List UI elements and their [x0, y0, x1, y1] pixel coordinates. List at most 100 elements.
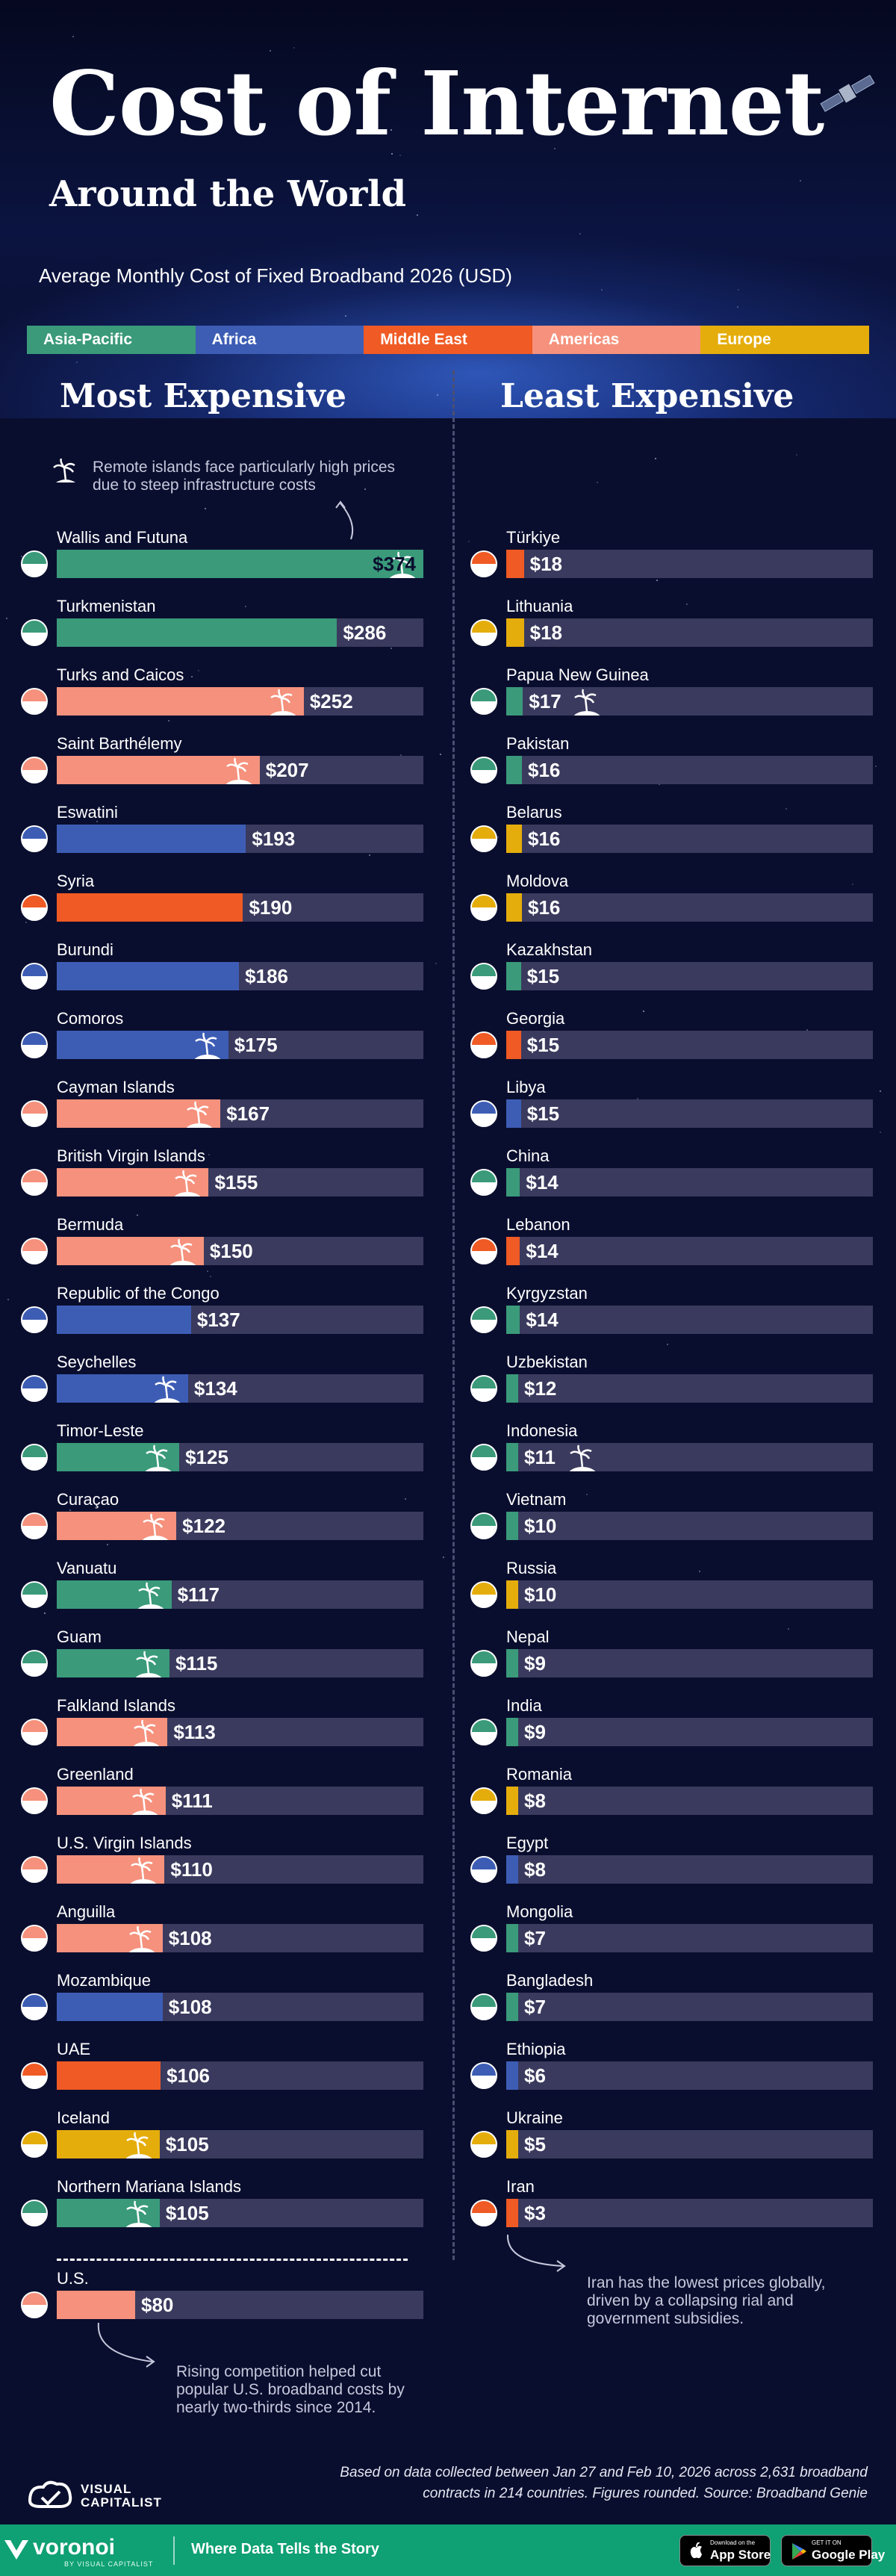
- bar-track: $16: [506, 825, 873, 853]
- country-name: Syria: [57, 872, 95, 890]
- country-flag-icon: [21, 1512, 48, 1539]
- country-name: India: [506, 1696, 542, 1715]
- star: [438, 89, 440, 90]
- country-name: Turkmenistan: [57, 597, 156, 615]
- source-line-1: Based on data collected between Jan 27 a…: [340, 2465, 868, 2480]
- bar: [57, 1924, 163, 1952]
- value-label: $252: [309, 690, 353, 713]
- country-flag-icon: [21, 757, 48, 783]
- bar-track: $15: [506, 1099, 873, 1128]
- bar: [506, 618, 524, 647]
- star: [21, 556, 22, 557]
- footer-separator: [173, 2536, 175, 2565]
- star: [73, 117, 75, 119]
- country-flag-icon: [21, 1856, 48, 1883]
- palm-tree-island-icon: [140, 1443, 175, 1471]
- star: [788, 1628, 789, 1630]
- bar: [506, 1031, 521, 1059]
- country-name: Seychelles: [57, 1353, 137, 1371]
- country-flag-icon: [470, 1993, 497, 2020]
- palm-tree-island-icon: [121, 2199, 155, 2227]
- country-flag-icon: [470, 2062, 497, 2089]
- star: [75, 280, 77, 282]
- country-flag-icon: [21, 894, 48, 921]
- value-label: $110: [170, 1858, 213, 1881]
- country-flag-icon: [21, 1787, 48, 1814]
- value-label: $6: [524, 2064, 546, 2087]
- value-label: $8: [524, 1790, 546, 1812]
- value-label: $137: [196, 1309, 240, 1331]
- bar: [506, 1099, 521, 1128]
- value-label: $80: [141, 2294, 174, 2316]
- star: [306, 398, 308, 400]
- palm-tree-island-icon: [169, 1168, 204, 1197]
- country-flag-icon: [470, 1031, 497, 1058]
- star: [796, 454, 797, 456]
- palm-tree-island-icon: [385, 550, 419, 578]
- bar-track: $175: [57, 1031, 423, 1059]
- star: [880, 1090, 881, 1092]
- bar: [57, 1580, 172, 1609]
- bar: [57, 2130, 160, 2158]
- legend-item: Americas: [532, 326, 701, 354]
- star: [800, 180, 801, 181]
- bar: [506, 1306, 520, 1334]
- bar-track: $374: [57, 550, 423, 578]
- country-name: Mongolia: [506, 1902, 573, 1921]
- bar: [57, 2199, 160, 2227]
- country-name: Vietnam: [506, 1490, 567, 1509]
- country-flag-icon: [470, 963, 497, 990]
- country-name: Ukraine: [506, 2108, 563, 2127]
- country-name: Uzbekistan: [506, 1353, 588, 1371]
- value-label: $155: [214, 1171, 258, 1194]
- value-label: $15: [526, 965, 560, 987]
- bar: [506, 550, 524, 578]
- country-name: Nepal: [506, 1627, 550, 1646]
- country-name: Anguilla: [57, 1902, 116, 1921]
- google-play-button[interactable]: GET IT ON Google Play: [781, 2535, 885, 2566]
- bar-track: $108: [57, 1924, 423, 1952]
- country-name: Guam: [57, 1627, 102, 1646]
- palm-tree-island-icon: [564, 1443, 599, 1471]
- star: [399, 155, 401, 156]
- country-name: Republic of the Congo: [57, 1284, 220, 1303]
- bar: [506, 1855, 518, 1884]
- country-flag-icon: [21, 1031, 48, 1058]
- country-flag-icon: [470, 1169, 497, 1196]
- bar: [506, 2130, 518, 2158]
- star: [207, 1270, 208, 1272]
- country-name: Kyrgyzstan: [506, 1284, 588, 1303]
- country-flag-icon: [21, 825, 48, 852]
- bar: [506, 1443, 518, 1471]
- star: [400, 754, 402, 756]
- bar: [506, 1512, 518, 1540]
- bar-track: $6: [506, 2061, 873, 2090]
- app-store-button[interactable]: Download on the App Store: [679, 2535, 771, 2566]
- bar-track: $106: [57, 2061, 423, 2090]
- bar-track: $190: [57, 893, 423, 922]
- bar: [506, 1718, 518, 1746]
- bar: [506, 1168, 520, 1197]
- star: [637, 1098, 638, 1099]
- bar: [57, 1718, 168, 1746]
- star: [205, 508, 206, 509]
- value-label: $111: [171, 1790, 213, 1812]
- country-name: Lebanon: [506, 1215, 570, 1234]
- country-flag-icon: [21, 1375, 48, 1402]
- footer-bar: voronoi BY VISUAL CAPITALIST Where Data …: [0, 2524, 896, 2576]
- bar-track: $108: [57, 1993, 423, 2021]
- star: [76, 361, 78, 363]
- value-label: $14: [526, 1240, 559, 1262]
- country-name: Wallis and Futuna: [57, 528, 188, 547]
- star: [875, 766, 877, 767]
- palm-tree-island-icon: [149, 1374, 184, 1403]
- bar-track: $105: [57, 2130, 423, 2158]
- star: [245, 606, 246, 607]
- voronoi-wordmark: voronoi: [33, 2535, 115, 2560]
- us-separator: [57, 2259, 408, 2261]
- legend-item: Africa: [195, 326, 364, 354]
- value-label: $18: [529, 553, 563, 575]
- value-label: $150: [209, 1240, 253, 1262]
- brand-line-2: CAPITALIST: [81, 2495, 162, 2510]
- bar: [57, 618, 337, 647]
